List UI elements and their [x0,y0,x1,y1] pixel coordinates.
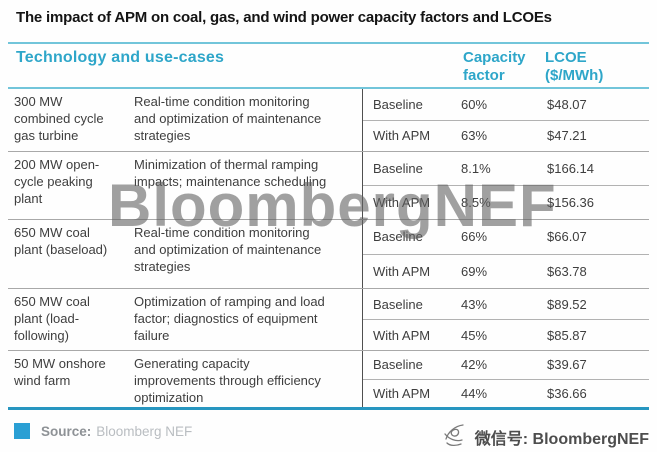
lcoe-value: $166.14 [547,161,594,176]
capacity-value: 63% [461,128,488,144]
baseline-row: Baseline 66% $66.07 [363,220,649,255]
technology-text: 650 MW coal plant (baseload) [14,225,108,257]
table-row-wind-farm: 50 MW onshore wind farm Generating capac… [8,351,649,407]
scenario-cell: Baseline 42% $39.67 With APM 44% $36.66 [362,351,649,407]
technology-text: 50 MW onshore wind farm [14,356,106,388]
lcoe-value: $47.21 [547,128,587,144]
source-value: Bloomberg NEF [96,423,193,439]
bottom-rule [8,407,649,410]
capacity-value: 8.5% [461,195,491,210]
scenario-label: With APM [373,385,431,401]
table-row-peaking-plant: 200 MW open-cycle peaking plant Minimiza… [8,152,649,220]
with-apm-row: With APM 45% $85.87 [363,320,649,350]
table-row-coal-baseload: 650 MW coal plant (baseload) Real-time c… [8,220,649,289]
scribble-hand-icon [440,419,470,452]
use-case-text: Real-time condition monitoring and optim… [134,225,322,274]
technology-text: 300 MW combined cycle gas turbine [14,94,104,143]
scenario-cell: Baseline 43% $89.52 With APM 45% $85.87 [362,289,649,350]
use-case-cell: Real-time condition monitoring and optim… [134,89,362,151]
use-case-text: Generating capacity improvements through… [134,356,321,405]
figure-title: The impact of APM on coal, gas, and wind… [16,9,552,26]
lcoe-value: $63.78 [547,263,587,279]
column-header-lcoe: LCOE ($/MWh) [545,49,604,84]
scenario-label: With APM [373,128,431,144]
scenario-label: With APM [373,195,431,210]
with-apm-row: With APM 8.5% $156.36 [363,186,649,219]
scenario-cell: Baseline 66% $66.07 With APM 69% $63.78 [362,220,649,288]
use-case-text: Optimization of ramping and load factor;… [134,294,325,343]
table-row-gas-turbine: 300 MW combined cycle gas turbine Real-t… [8,89,649,152]
table-row-coal-load-following: 650 MW coal plant (load-following) Optim… [8,289,649,351]
capacity-value: 69% [461,263,488,279]
technology-cell: 650 MW coal plant (baseload) [8,220,134,288]
with-apm-row: With APM 69% $63.78 [363,255,649,289]
source-square-icon [14,423,30,439]
use-case-cell: Real-time condition monitoring and optim… [134,220,362,288]
scenario-cell: Baseline 60% $48.07 With APM 63% $47.21 [362,89,649,151]
column-header-technology: Technology and use-cases [16,49,225,66]
table-body: 300 MW combined cycle gas turbine Real-t… [8,89,649,407]
scenario-label: With APM [373,263,431,279]
use-case-cell: Minimization of thermal ramping impacts;… [134,152,362,219]
with-apm-row: With APM 63% $47.21 [363,121,649,152]
baseline-row: Baseline 42% $39.67 [363,351,649,380]
technology-cell: 50 MW onshore wind farm [8,351,134,407]
scenario-label: Baseline [373,161,423,176]
technology-cell: 650 MW coal plant (load-following) [8,289,134,350]
baseline-row: Baseline 8.1% $166.14 [363,152,649,186]
capacity-value: 66% [461,229,488,245]
wechat-id-text: 微信号: BloombergNEF [474,430,649,448]
use-case-cell: Generating capacity improvements through… [134,351,362,407]
technology-cell: 200 MW open-cycle peaking plant [8,152,134,219]
lcoe-value: $39.67 [547,357,587,373]
lcoe-value: $89.52 [547,296,587,312]
technology-cell: 300 MW combined cycle gas turbine [8,89,134,151]
scenario-label: Baseline [373,96,423,112]
capacity-value: 60% [461,96,488,112]
scenario-label: Baseline [373,229,423,245]
use-case-cell: Optimization of ramping and load factor;… [134,289,362,350]
scenario-label: Baseline [373,357,423,373]
capacity-value: 44% [461,385,488,401]
scenario-label: With APM [373,327,431,343]
source-label: Source: [41,423,92,439]
column-header-capacity-factor: Capacity factor [463,49,526,84]
capacity-value: 45% [461,327,488,343]
use-case-text: Real-time condition monitoring and optim… [134,94,322,143]
technology-text: 650 MW coal plant (load-following) [14,294,90,343]
lcoe-value: $66.07 [547,229,587,245]
technology-text: 200 MW open-cycle peaking plant [14,157,100,206]
baseline-row: Baseline 60% $48.07 [363,89,649,121]
lcoe-value: $48.07 [547,96,587,112]
use-case-text: Minimization of thermal ramping impacts;… [134,157,327,189]
lcoe-value: $36.66 [547,385,587,401]
capacity-value: 8.1% [461,161,491,176]
scenario-cell: Baseline 8.1% $166.14 With APM 8.5% $156… [362,152,649,219]
with-apm-row: With APM 44% $36.66 [363,380,649,408]
lcoe-value: $156.36 [547,195,594,210]
header-divider-rule [8,87,649,89]
scenario-label: Baseline [373,296,423,312]
lcoe-value: $85.87 [547,327,587,343]
baseline-row: Baseline 43% $89.52 [363,289,649,320]
capacity-value: 42% [461,357,488,373]
source-line: Source: Bloomberg NEF [14,423,192,439]
capacity-value: 43% [461,296,488,312]
top-rule [8,42,649,44]
wechat-watermark: 微信号: BloombergNEF [440,419,649,452]
